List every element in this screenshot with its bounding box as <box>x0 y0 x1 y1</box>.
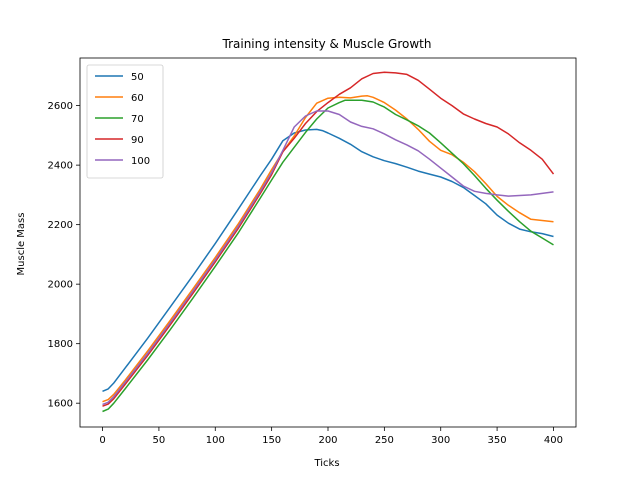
x-tick-label: 100 <box>206 435 225 446</box>
series-line-60 <box>102 95 554 403</box>
legend-label: 70 <box>131 114 144 125</box>
y-tick-label: 2400 <box>48 161 73 172</box>
y-tick-label: 1600 <box>48 399 73 410</box>
series-line-50 <box>102 128 554 392</box>
legend: 50 60 70 90 100 <box>86 64 164 179</box>
y-axis-label: Muscle Mass <box>16 213 27 276</box>
x-axis-label: Ticks <box>313 458 339 469</box>
x-tick-label: 0 <box>99 435 105 446</box>
series-line-70 <box>102 99 554 413</box>
x-axis: 0 50 100 150 200 250 300 350 400 <box>99 427 563 446</box>
x-tick-label: 200 <box>318 435 337 446</box>
x-tick-label: 250 <box>375 435 394 446</box>
y-axis: 1600 1800 2000 2200 2400 2600 <box>48 101 80 410</box>
legend-label: 60 <box>131 93 144 104</box>
plot-series-group <box>102 71 555 413</box>
y-tick-label: 2200 <box>48 220 73 231</box>
x-tick-label: 150 <box>262 435 281 446</box>
x-tick-label: 350 <box>488 435 507 446</box>
series-line-100 <box>102 110 554 406</box>
chart-title: Training intensity & Muscle Growth <box>222 37 432 51</box>
legend-label: 90 <box>131 135 144 146</box>
y-tick-label: 2600 <box>48 101 73 112</box>
series-line-90 <box>102 71 555 407</box>
legend-label: 100 <box>131 156 150 167</box>
y-tick-label: 1800 <box>48 339 73 350</box>
x-tick-label: 300 <box>431 435 450 446</box>
legend-label: 50 <box>131 72 144 83</box>
y-tick-label: 2000 <box>48 280 73 291</box>
x-tick-label: 50 <box>153 435 166 446</box>
x-tick-label: 400 <box>544 435 563 446</box>
legend-box <box>86 64 164 179</box>
